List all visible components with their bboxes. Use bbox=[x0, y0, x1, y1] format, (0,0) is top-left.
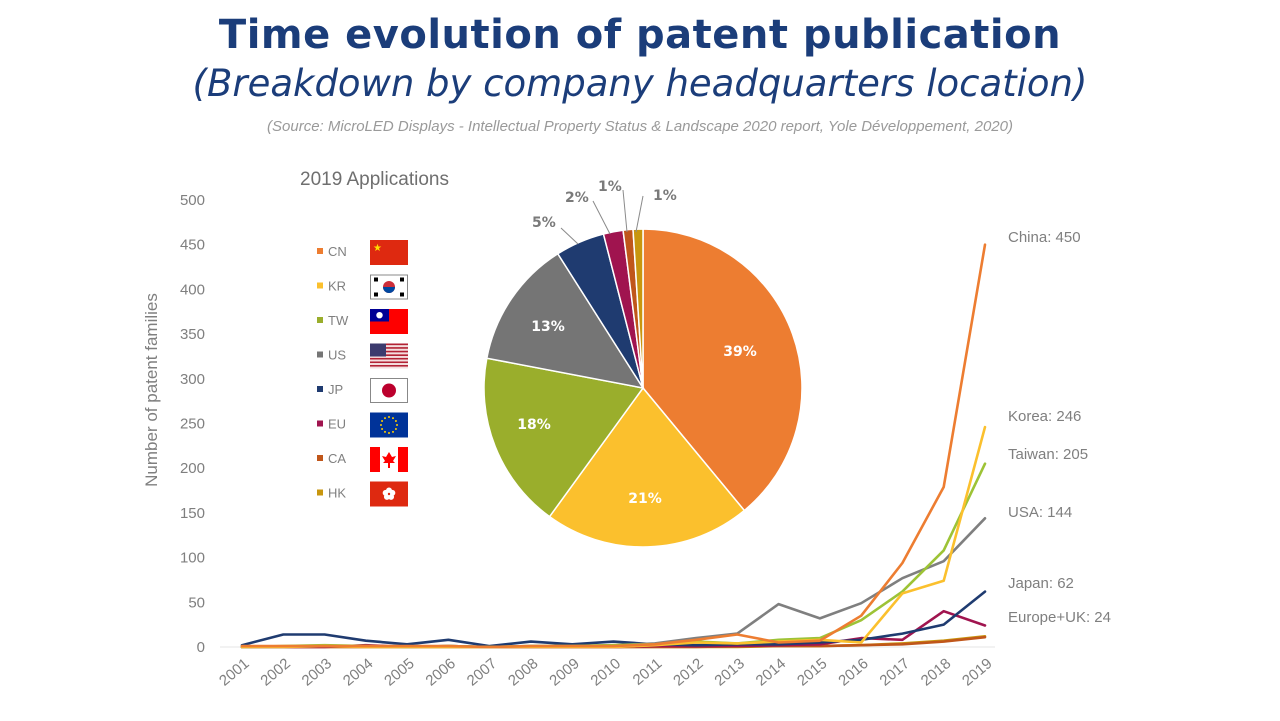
legend-swatch-tw bbox=[317, 317, 323, 323]
y-tick-label: 300 bbox=[180, 371, 205, 388]
legend-swatch-jp bbox=[317, 386, 323, 392]
legend-label-us: US bbox=[328, 348, 346, 363]
china-flag-icon: ★ bbox=[370, 240, 408, 265]
series-line-china bbox=[240, 243, 987, 649]
pie-slice-label: 5% bbox=[532, 215, 556, 231]
legend-swatch-ca bbox=[317, 455, 323, 461]
y-tick-label: 50 bbox=[188, 594, 205, 611]
y-tick-label: 0 bbox=[197, 639, 205, 656]
eu-flag-icon bbox=[370, 412, 408, 438]
legend-label-kr: KR bbox=[328, 279, 346, 294]
pie-slice-label: 18% bbox=[517, 417, 551, 433]
x-tick-label: 2004 bbox=[340, 655, 376, 689]
pie-leader-line bbox=[635, 195, 644, 233]
x-tick-label: 2016 bbox=[835, 655, 871, 689]
canada-flag-icon bbox=[370, 447, 408, 472]
pie-leader-line bbox=[622, 189, 628, 233]
x-tick-label: 2010 bbox=[588, 655, 624, 689]
y-tick-label: 250 bbox=[180, 416, 205, 433]
y-tick-label: 450 bbox=[180, 237, 205, 254]
pie-leader-line bbox=[592, 200, 611, 235]
hong-kong-flag-icon bbox=[370, 481, 408, 507]
legend-label-cn: CN bbox=[328, 244, 347, 259]
x-tick-label: 2018 bbox=[918, 655, 954, 689]
legend-label-eu: EU bbox=[328, 417, 346, 432]
pie-leader-line bbox=[560, 227, 579, 245]
chart-title: Time evolution of patent publication bbox=[218, 12, 1062, 58]
x-tick-label: 2014 bbox=[753, 655, 789, 689]
legend-label-tw: TW bbox=[328, 313, 349, 328]
x-tick-label: 2019 bbox=[959, 655, 995, 689]
legend-label-hk: HK bbox=[328, 486, 346, 501]
pie-slice-kr bbox=[548, 386, 746, 548]
pie-slice-tw bbox=[483, 357, 645, 518]
y-axis-label: Number of patent families bbox=[142, 293, 161, 487]
series-end-label: USA: 144 bbox=[1008, 504, 1072, 521]
legend-swatch-us bbox=[317, 351, 323, 358]
pie-slice-cn bbox=[642, 228, 803, 512]
source-note: (Source: MicroLED Displays - Intellectua… bbox=[267, 118, 1013, 135]
legend-swatch-hk bbox=[317, 489, 323, 496]
x-tick-label: 2002 bbox=[257, 655, 293, 689]
pie-slice-label: 13% bbox=[531, 319, 565, 335]
pie-slice-label: 1% bbox=[653, 188, 677, 204]
pie-slice-hk bbox=[632, 228, 644, 389]
legend-swatch-kr bbox=[317, 282, 323, 289]
x-tick-label: 2017 bbox=[877, 655, 913, 689]
pie-slice-label: 39% bbox=[723, 344, 757, 360]
y-tick-label: 200 bbox=[180, 460, 205, 477]
series-end-label: Taiwan: 205 bbox=[1008, 446, 1088, 463]
series-end-label: Japan: 62 bbox=[1008, 575, 1074, 592]
series-end-label: China: 450 bbox=[1008, 229, 1081, 246]
taiwan-flag-icon bbox=[370, 309, 408, 334]
y-tick-label: 100 bbox=[180, 550, 205, 567]
pie-slice-label: 1% bbox=[598, 179, 622, 195]
pie-slice-label: 21% bbox=[628, 491, 662, 507]
japan-flag-icon bbox=[370, 378, 408, 403]
south-korea-flag-icon bbox=[370, 274, 408, 300]
pie-legend: CN ★ KR TW US JP EU CA HK bbox=[317, 240, 408, 507]
legend-swatch-eu bbox=[317, 420, 323, 427]
pie-title: 2019 Applications bbox=[300, 169, 449, 190]
x-tick-label: 2005 bbox=[381, 655, 417, 689]
series-end-label: Europe+UK: 24 bbox=[1008, 609, 1111, 626]
y-tick-label: 400 bbox=[180, 281, 205, 298]
x-tick-label: 2008 bbox=[505, 655, 541, 689]
x-tick-label: 2013 bbox=[711, 655, 747, 689]
y-tick-label: 150 bbox=[180, 505, 205, 522]
legend-label-ca: CA bbox=[328, 451, 346, 466]
y-tick-label: 350 bbox=[180, 326, 205, 343]
usa-flag-icon bbox=[370, 343, 408, 369]
x-tick-label: 2001 bbox=[216, 655, 252, 689]
x-tick-label: 2015 bbox=[794, 655, 830, 689]
legend-swatch-cn bbox=[317, 248, 323, 254]
series-end-label: Korea: 246 bbox=[1008, 408, 1081, 425]
series-line-japan bbox=[240, 590, 987, 648]
x-tick-label: 2009 bbox=[546, 655, 582, 689]
x-tick-label: 2003 bbox=[299, 655, 335, 689]
pie-slice-label: 2% bbox=[565, 190, 589, 206]
x-tick-label: 2012 bbox=[670, 655, 706, 689]
chart-subtitle: (Breakdown by company headquarters locat… bbox=[192, 62, 1088, 105]
x-tick-label: 2011 bbox=[630, 655, 666, 689]
svg-text:★: ★ bbox=[373, 243, 382, 254]
x-tick-label: 2007 bbox=[464, 655, 500, 689]
x-tick-label: 2006 bbox=[422, 655, 458, 689]
legend-label-jp: JP bbox=[328, 382, 343, 397]
y-tick-label: 500 bbox=[180, 192, 205, 209]
pie-chart: 2019 Applications 39% 21% 18% 13% 5% 2% 1% 1% bbox=[300, 169, 803, 548]
pie-slice-us bbox=[485, 252, 645, 390]
